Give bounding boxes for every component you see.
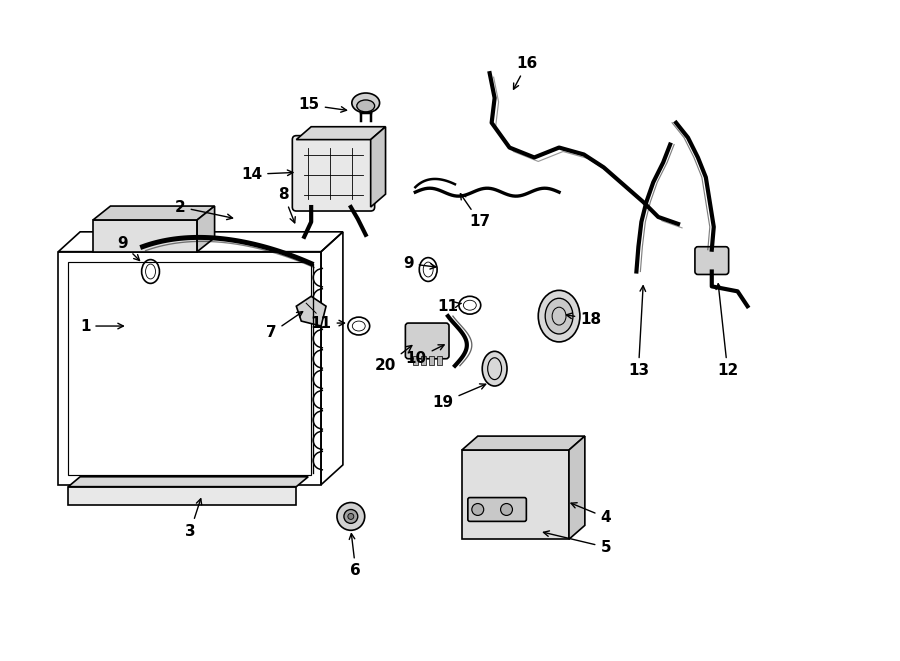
Polygon shape — [296, 296, 326, 326]
Polygon shape — [421, 356, 427, 365]
Circle shape — [337, 502, 365, 530]
Text: 19: 19 — [433, 384, 486, 410]
Circle shape — [348, 514, 354, 520]
Polygon shape — [462, 450, 569, 539]
Text: 5: 5 — [544, 531, 611, 555]
Ellipse shape — [482, 352, 507, 386]
Text: 8: 8 — [278, 186, 295, 223]
Text: 18: 18 — [566, 311, 601, 327]
Text: 15: 15 — [299, 97, 346, 112]
Ellipse shape — [356, 100, 374, 112]
Polygon shape — [462, 436, 585, 450]
Text: 16: 16 — [514, 56, 538, 89]
Text: 12: 12 — [716, 284, 738, 378]
Circle shape — [500, 504, 512, 516]
Circle shape — [472, 504, 483, 516]
Ellipse shape — [545, 298, 573, 334]
Polygon shape — [197, 206, 214, 252]
Text: 2: 2 — [175, 200, 232, 219]
Polygon shape — [569, 436, 585, 539]
Polygon shape — [68, 477, 308, 486]
Ellipse shape — [352, 93, 380, 113]
Text: 14: 14 — [241, 167, 293, 182]
Text: 9: 9 — [403, 256, 436, 271]
Polygon shape — [93, 220, 197, 252]
Text: 7: 7 — [266, 311, 302, 340]
Polygon shape — [429, 356, 434, 365]
FancyBboxPatch shape — [292, 136, 374, 211]
FancyBboxPatch shape — [468, 498, 526, 522]
Text: 11: 11 — [310, 315, 345, 330]
Text: 6: 6 — [349, 533, 361, 578]
Text: 3: 3 — [184, 499, 202, 539]
FancyBboxPatch shape — [695, 247, 729, 274]
Text: 17: 17 — [461, 194, 491, 229]
Text: 1: 1 — [80, 319, 123, 334]
Text: 4: 4 — [571, 503, 611, 525]
FancyBboxPatch shape — [405, 323, 449, 359]
Polygon shape — [437, 356, 442, 365]
Ellipse shape — [538, 290, 580, 342]
Text: 11: 11 — [437, 299, 462, 314]
Polygon shape — [68, 486, 296, 504]
Polygon shape — [296, 127, 385, 139]
Polygon shape — [413, 356, 418, 365]
Text: 20: 20 — [375, 346, 412, 373]
Text: 13: 13 — [628, 286, 649, 378]
Text: 9: 9 — [118, 236, 140, 260]
Polygon shape — [93, 206, 214, 220]
Polygon shape — [371, 127, 385, 207]
Circle shape — [344, 510, 358, 524]
Text: 10: 10 — [406, 345, 444, 366]
